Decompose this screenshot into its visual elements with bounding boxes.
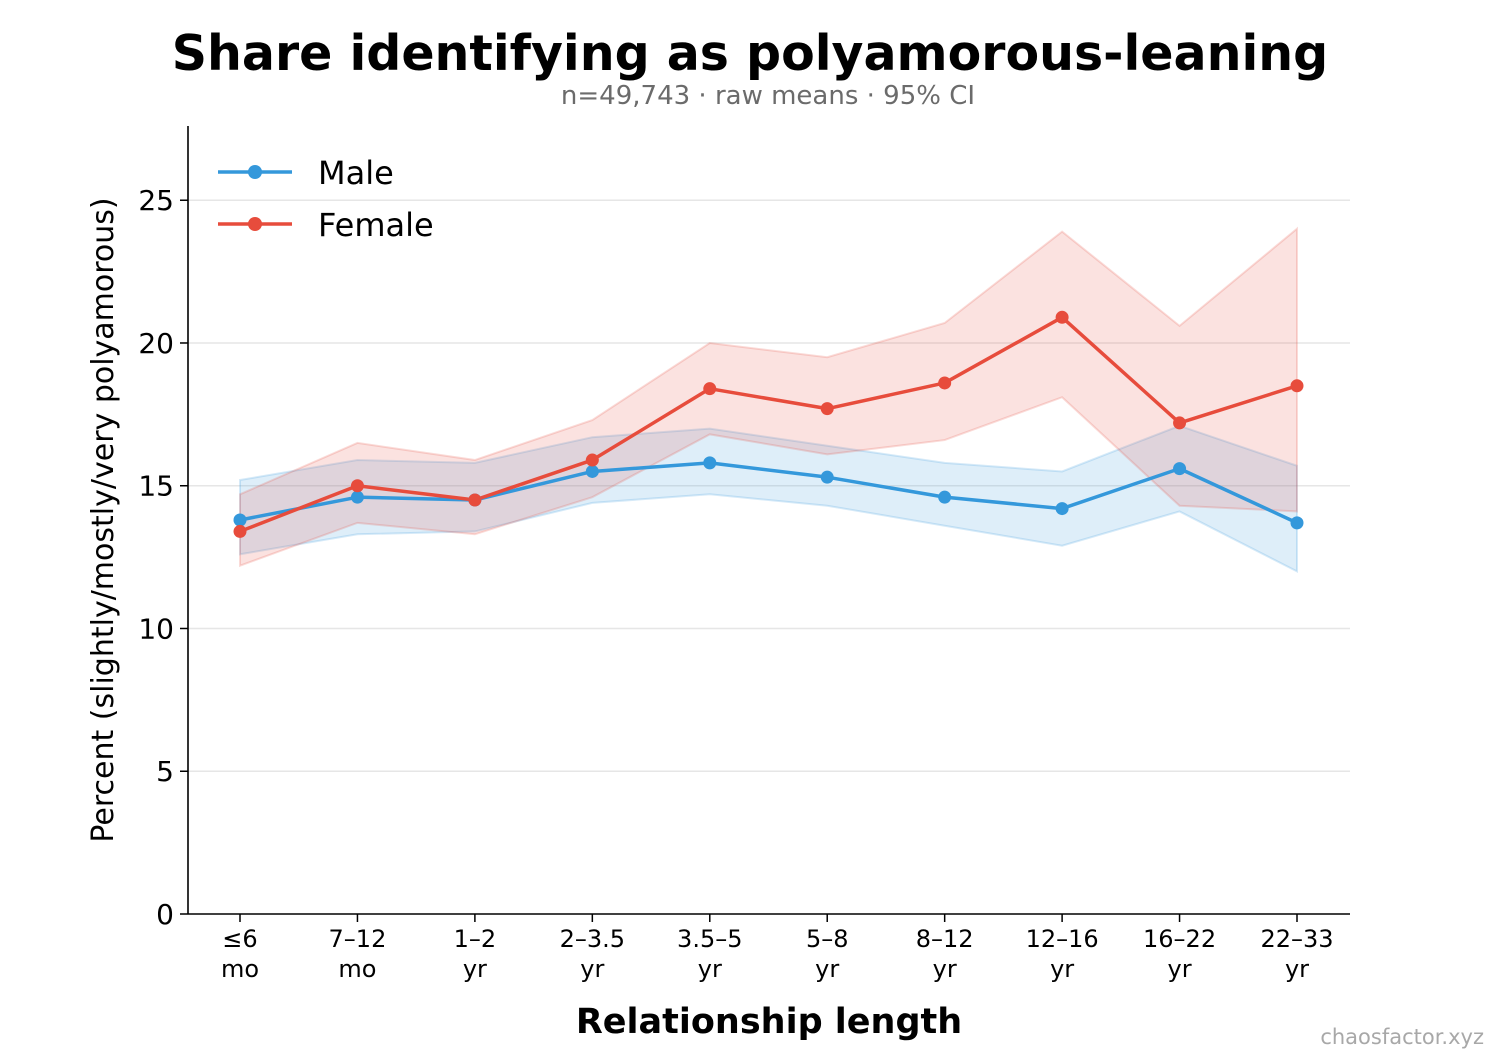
- series-lines: [238, 315, 1299, 534]
- grid-lines: [188, 199, 1350, 772]
- male-point: [350, 490, 364, 504]
- x-tick-label: 5–8: [806, 925, 849, 953]
- chart-subtitle: n=49,743 · raw means · 95% CI: [561, 81, 975, 111]
- x-tick-label: 16–22: [1143, 925, 1216, 953]
- x-tick-label: ≤6: [222, 925, 257, 953]
- x-tick-label: 1–2: [454, 925, 497, 953]
- female-point: [1290, 379, 1304, 393]
- y-tick-label: 20: [138, 327, 174, 360]
- y-tick-label: 10: [138, 612, 174, 645]
- y-tick-label: 5: [156, 755, 174, 788]
- x-tick-unit: yr: [463, 955, 487, 983]
- x-tick-unit: mo: [221, 955, 259, 983]
- legend: Male Female: [218, 154, 434, 244]
- y-tick-label: 25: [138, 184, 174, 217]
- male-legend-marker: [248, 165, 262, 179]
- x-tick-label: 12–16: [1026, 925, 1099, 953]
- male-point: [585, 464, 599, 478]
- male-point: [938, 490, 952, 504]
- x-ticks: ≤6mo7–12mo1–2yr2–3.5yr3.5–5yr5–8yr8–12yr…: [221, 914, 1334, 983]
- male-point: [1173, 462, 1187, 476]
- female-point: [585, 453, 599, 467]
- watermark: chaosfactor.xyz: [1320, 1025, 1484, 1049]
- female-legend-marker: [248, 217, 262, 231]
- y-tick-label: 15: [138, 470, 174, 503]
- x-tick-label: 3.5–5: [677, 925, 742, 953]
- x-tick-unit: mo: [338, 955, 376, 983]
- x-tick-unit: yr: [815, 955, 839, 983]
- male-point: [1055, 502, 1069, 516]
- y-ticks: 0 5 10 15 20 25: [138, 184, 188, 931]
- male-point: [233, 513, 247, 527]
- male-point: [820, 470, 834, 484]
- x-tick-unit: yr: [1285, 955, 1309, 983]
- male-point: [1290, 516, 1304, 530]
- x-axis-label: Relationship length: [576, 1002, 962, 1042]
- male-point: [703, 456, 717, 470]
- x-tick-unit: yr: [1050, 955, 1074, 983]
- male-legend-label: Male: [318, 154, 394, 192]
- x-tick-unit: yr: [698, 955, 722, 983]
- x-tick-label: 22–33: [1260, 925, 1333, 953]
- female-legend-label: Female: [318, 206, 434, 244]
- y-tick-label: 0: [156, 898, 174, 931]
- y-axis-label: Percent (slightly/mostly/very polyamorou…: [86, 197, 121, 842]
- x-tick-unit: yr: [580, 955, 604, 983]
- female-line: [238, 315, 1299, 534]
- chart-title: Share identifying as polyamorous-leaning: [172, 25, 1328, 82]
- female-point: [938, 376, 952, 390]
- x-tick-unit: yr: [1168, 955, 1192, 983]
- x-tick-unit: yr: [933, 955, 957, 983]
- female-point: [1055, 310, 1069, 324]
- female-point: [703, 382, 717, 396]
- male-line: [238, 461, 1299, 525]
- x-tick-label: 8–12: [916, 925, 974, 953]
- female-point: [233, 524, 247, 538]
- x-tick-label: 2–3.5: [560, 925, 625, 953]
- series-points: [233, 310, 1304, 538]
- female-point: [820, 402, 834, 416]
- female-point: [350, 479, 364, 493]
- female-point: [1173, 416, 1187, 430]
- x-tick-label: 7–12: [329, 925, 387, 953]
- female-point: [468, 493, 482, 507]
